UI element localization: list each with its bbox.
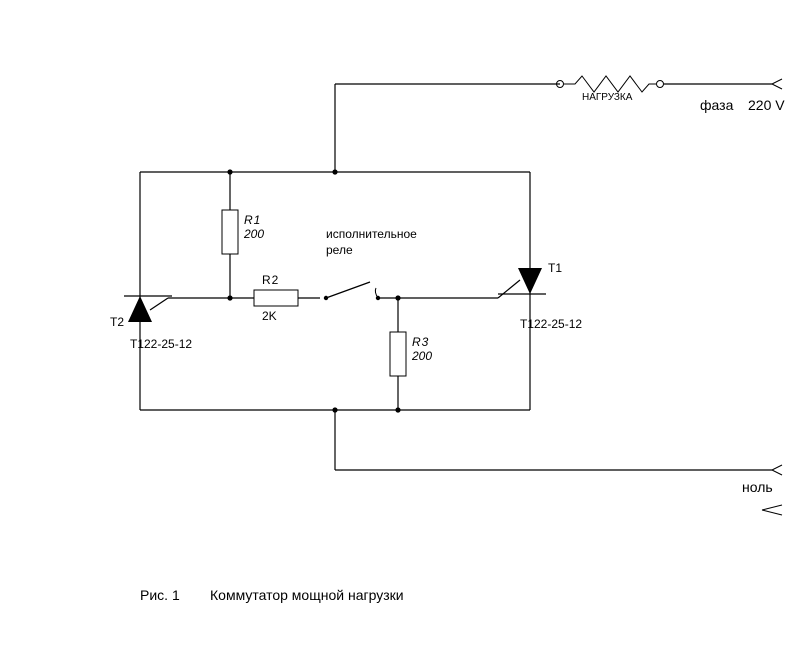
wire-phase-fork-a <box>772 79 782 84</box>
load-resistor <box>564 76 656 92</box>
wire-phase-fork-b <box>772 84 782 89</box>
wire-neutral-fork-a <box>772 465 782 470</box>
node-top-center <box>332 169 337 174</box>
r2-val: 2K <box>262 309 277 323</box>
t2-gate <box>150 298 168 310</box>
t2-part: T122-25-12 <box>130 337 192 351</box>
t1-part: T122-25-12 <box>520 317 582 331</box>
label-relay-2: реле <box>326 243 353 257</box>
node-bot-r3 <box>395 407 400 412</box>
t1-ref: T1 <box>548 261 562 275</box>
t1-triangle <box>518 268 542 294</box>
wire-neutral2-fork-b <box>762 510 782 515</box>
r1-body <box>222 210 238 254</box>
label-relay-1: исполнительное <box>326 227 417 241</box>
schematic-canvas: НАГРУЗКА фаза 220 V R1 200 R2 2K исполни… <box>0 0 812 652</box>
t2-ref: T2 <box>110 315 124 329</box>
switch-contact-hook <box>375 288 378 298</box>
label-load: НАГРУЗКА <box>582 92 633 103</box>
r3-val: 200 <box>411 349 432 363</box>
r1-ref: R1 <box>244 213 260 227</box>
r2-body <box>254 290 298 306</box>
caption-fig: Рис. 1 <box>140 587 180 603</box>
wire-neutral-fork-b <box>772 470 782 475</box>
switch-arm <box>326 282 370 298</box>
r3-ref: R3 <box>412 335 429 349</box>
label-volts: 220 V <box>748 97 785 113</box>
label-phase: фаза <box>700 97 734 113</box>
r3-body <box>390 332 406 376</box>
t1-gate <box>498 280 520 298</box>
caption-title: Коммутатор мощной нагрузки <box>210 587 404 603</box>
r1-val: 200 <box>243 227 264 241</box>
t2-triangle <box>128 296 152 322</box>
terminal-load-right <box>657 81 664 88</box>
wire-neutral2-fork-a <box>762 505 782 510</box>
label-neutral: ноль <box>742 479 773 495</box>
r2-ref: R2 <box>262 273 279 287</box>
